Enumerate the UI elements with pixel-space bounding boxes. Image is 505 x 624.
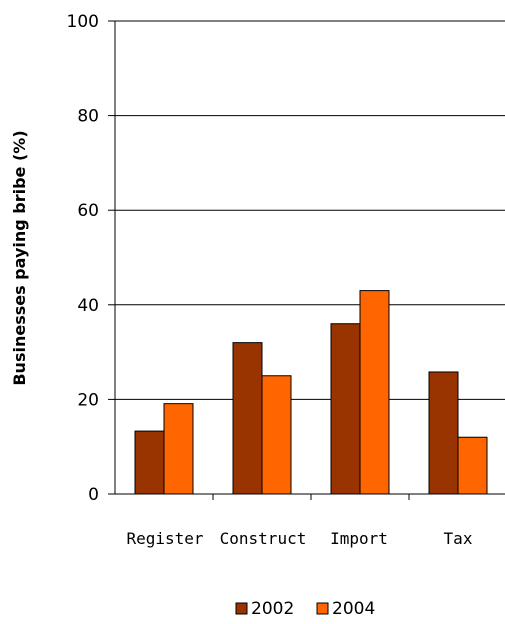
legend: 2002 2004 [235,599,375,619]
bar-2004-construct [261,375,292,495]
x-tick-label: Construct [220,529,307,548]
legend-swatch-2002 [235,602,248,615]
y-tick-label: 80 [77,107,99,127]
x-tick-label: Import [330,529,388,548]
labels: 0 20 40 60 80 100 Register Construct Import Tax [67,12,473,548]
y-tick-label: 0 [88,485,99,505]
y-tick-label: 60 [77,201,99,221]
bars [134,290,488,495]
x-tick-label: Tax [444,529,473,548]
bar-2002-construct [232,342,263,495]
y-tick-label: 20 [77,390,99,410]
legend-label-2004: 2004 [332,599,375,619]
bar-2004-import [359,290,390,495]
bar-2002-import [330,323,361,495]
y-tick-label: 100 [67,12,99,32]
bar-2002-tax [428,371,459,495]
gridlines [115,20,505,400]
y-axis-label: Businesses paying bribe (%) [10,130,29,385]
axes [108,20,505,500]
x-tick-label: Register [126,529,203,548]
legend-swatch-2004 [316,602,329,615]
bar-2004-register [163,403,194,495]
y-tick-label: 40 [77,296,99,316]
legend-label-2002: 2002 [251,599,294,619]
bar-2004-tax [457,436,488,495]
bar-2002-register [134,430,165,495]
